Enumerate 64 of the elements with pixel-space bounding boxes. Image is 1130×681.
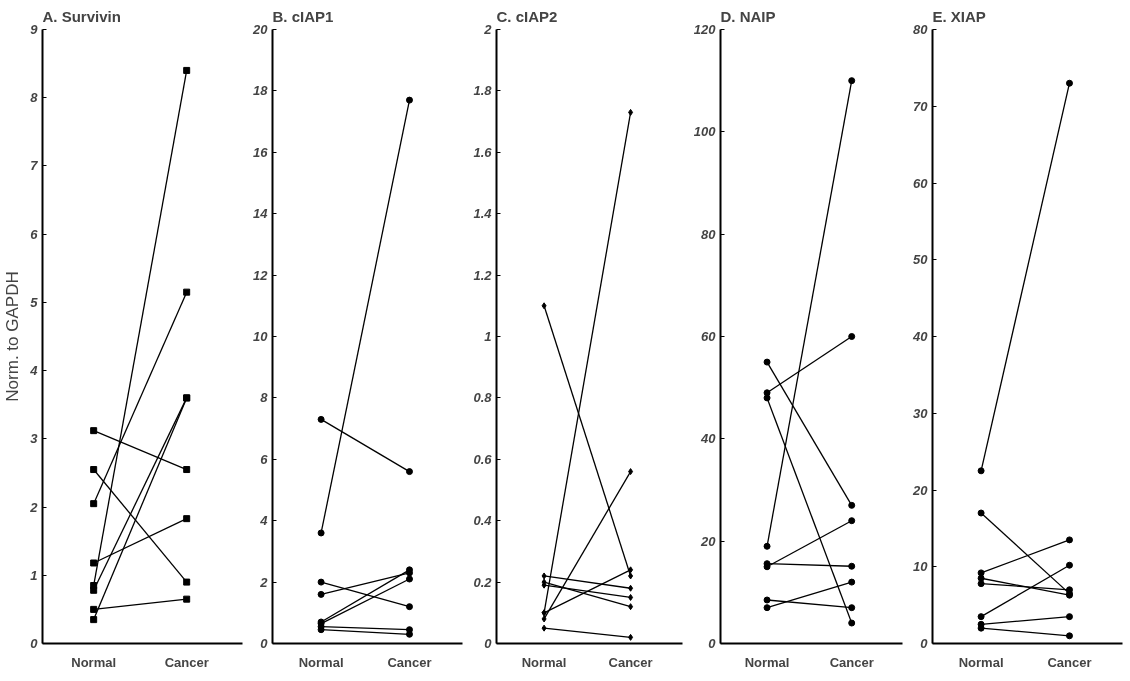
y-tick-label: 0.6 [473, 451, 493, 467]
y-tick-label: 0.4 [473, 513, 493, 529]
y-tick-label: 0.8 [473, 390, 493, 406]
y-tick-label: 4 [259, 513, 269, 529]
y-tick-label: 2 [29, 499, 39, 515]
y-tick-label: 120 [693, 22, 717, 37]
x-tick-label: Normal [958, 654, 1004, 670]
chart-title: E. XIAP [932, 7, 986, 25]
y-tick-label: 60 [913, 175, 929, 191]
chart-title: D. NAIP [720, 7, 776, 25]
y-tick-label: 1 [30, 567, 38, 583]
y-tick-label: 8 [30, 90, 39, 106]
x-tick-label: Cancer [164, 654, 209, 670]
x-tick-label: Cancer [829, 654, 874, 670]
y-tick-label: 14 [253, 206, 269, 222]
y-tick-label: 80 [701, 226, 717, 242]
y-tick-label: 0 [484, 636, 493, 651]
x-tick-label: Normal [744, 654, 790, 670]
y-tick-label: 3 [30, 431, 39, 447]
y-tick-label: 0 [920, 636, 929, 651]
y-tick-label: 1.6 [473, 144, 493, 160]
y-tick-label: 0.2 [473, 574, 493, 590]
x-tick-label: Normal [71, 654, 117, 670]
x-tick-label: Cancer [387, 654, 432, 670]
y-tick-label: 1.8 [473, 83, 493, 99]
y-tick-label: 6 [260, 451, 269, 467]
y-tick-label: 20 [912, 482, 929, 498]
y-tick-label: 80 [913, 22, 929, 37]
y-tick-label: 0 [708, 636, 717, 651]
y-tick-label: 10 [913, 559, 929, 575]
y-tick-label: 40 [700, 431, 717, 447]
y-tick-label: 1 [484, 329, 492, 344]
y-tick-label: 20 [700, 533, 717, 549]
chart-title: C. cIAP2 [496, 7, 558, 25]
y-tick-label: 9 [30, 22, 39, 37]
chart-title: A. Survivin [42, 7, 121, 25]
y-tick-label: 20 [252, 22, 269, 37]
y-tick-label: 60 [701, 329, 717, 344]
x-tick-label: Normal [298, 654, 344, 670]
y-tick-label: 2 [483, 22, 493, 37]
y-tick-label: 50 [913, 252, 929, 268]
y-tick-label: 4 [29, 363, 39, 379]
y-tick-label: 2 [259, 574, 269, 590]
y-tick-label: 0 [30, 636, 39, 651]
x-tick-label: Normal [521, 654, 567, 670]
y-axis-title: Norm. to GAPDH [3, 271, 23, 402]
y-tick-label: 30 [913, 405, 929, 421]
y-tick-label: 0 [260, 636, 269, 651]
y-tick-label: 7 [30, 158, 39, 174]
y-tick-label: 70 [913, 98, 929, 114]
chart-title: B. cIAP1 [272, 7, 334, 25]
y-tick-label: 100 [693, 124, 717, 140]
x-tick-label: Cancer [608, 654, 653, 670]
y-tick-label: 5 [30, 294, 39, 310]
y-tick-label: 16 [253, 144, 269, 160]
y-tick-label: 10 [253, 329, 269, 344]
y-tick-label: 12 [253, 267, 269, 283]
y-tick-label: 1.2 [473, 267, 493, 283]
x-tick-label: Cancer [1047, 654, 1092, 670]
y-tick-label: 1.4 [473, 206, 493, 222]
y-tick-label: 8 [260, 390, 269, 406]
y-tick-label: 18 [253, 83, 269, 99]
y-tick-label: 6 [30, 226, 39, 242]
y-tick-label: 40 [912, 329, 929, 344]
